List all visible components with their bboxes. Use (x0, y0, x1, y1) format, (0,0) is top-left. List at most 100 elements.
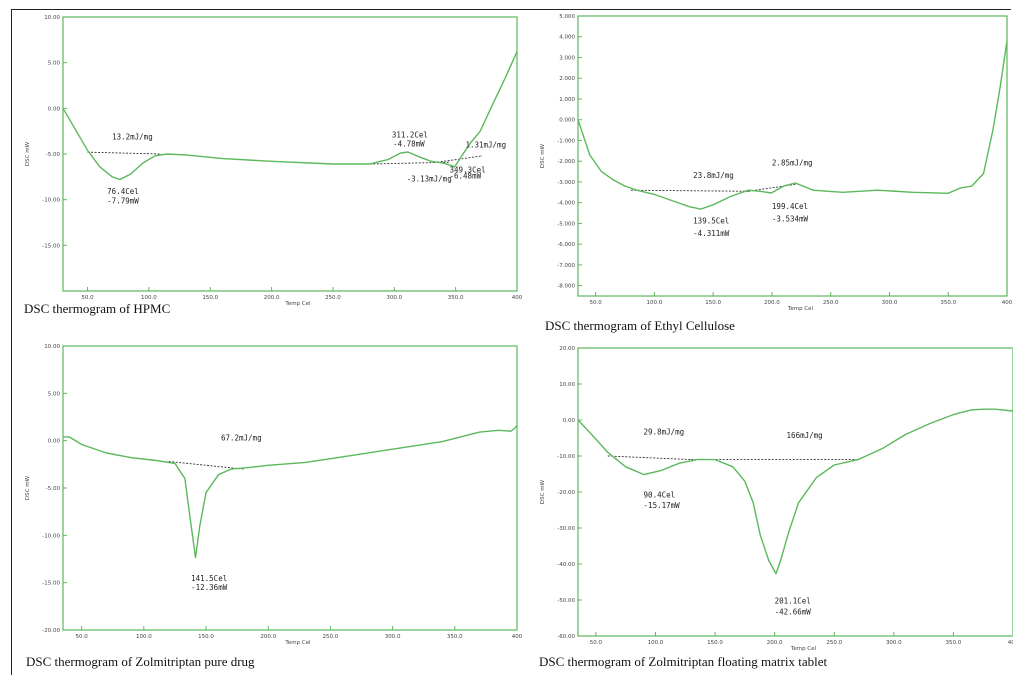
y-axis-label: DSC mW (540, 479, 546, 504)
chart-panel-3: 10.00 5.00 0.00 -5.00 -10.00 -15.00 -20.00 50.0… (25, 344, 523, 669)
x-tick-label: 200.0 (260, 634, 276, 640)
baseline-line (748, 183, 798, 192)
y-tick-label: -15.00 (42, 243, 60, 249)
peak-annotation: 29.8mJ/mg (644, 427, 685, 436)
peak-annotation: 349.3Cel (450, 165, 486, 174)
peak-annotation: -12.36mW (191, 583, 228, 592)
y-tick-label: -50.00 (557, 598, 575, 604)
y-tick-label: 0.00 (48, 106, 61, 112)
plot-area (577, 347, 1013, 637)
x-tick-label: 300.0 (386, 295, 402, 301)
x-tick-label: 200.0 (264, 295, 280, 301)
y-tick-label: 5.00 (48, 391, 61, 397)
peak-annotation: 23.8mJ/mg (693, 171, 734, 180)
x-axis-label: Temp Cel (284, 301, 311, 307)
x-tick-label: 50.0 (76, 634, 89, 640)
y-tick-label: 10.00 (559, 382, 575, 388)
plot-area (62, 16, 518, 292)
y-tick-label: -4.000 (557, 201, 575, 207)
peak-annotation: -15.17mW (644, 501, 681, 510)
peak-annotation: -3.534mW (772, 214, 809, 223)
peak-annotation: -7.79mW (107, 196, 139, 205)
peak-annotation: -4.78mW (393, 140, 425, 149)
baseline-line (87, 151, 162, 155)
x-tick-label: 300.0 (882, 300, 898, 306)
peak-annotation: 139.5Cel (693, 216, 729, 225)
series-line (577, 40, 1008, 210)
chart-caption: DSC thermogram of Zolmitriptan floating … (539, 654, 827, 669)
x-tick-label: 150.0 (707, 640, 723, 646)
plot-area (62, 345, 518, 631)
y-tick-label: -40.00 (557, 562, 575, 568)
y-tick-label: -10.00 (42, 198, 60, 204)
x-tick-label: 350.0 (447, 634, 463, 640)
y-tick-label: -5.000 (557, 221, 575, 227)
chart-caption: DSC thermogram of Ethyl Cellulose (545, 318, 735, 333)
series-line (63, 425, 518, 559)
peak-annotation: -4.311mW (693, 229, 730, 238)
x-tick-label: 300.0 (385, 634, 401, 640)
y-tick-label: 20.00 (559, 346, 575, 352)
y-tick-label: -20.00 (42, 628, 60, 634)
y-tick-label: 5.000 (559, 14, 575, 20)
x-tick-label: 400 (1002, 300, 1013, 306)
peak-annotation: 166mJ/mg (787, 431, 823, 440)
chart-caption: DSC thermogram of HPMC (24, 301, 170, 316)
x-tick-label: 100.0 (648, 640, 664, 646)
chart-panel-4: 20.00 10.00 0.00 -10.00 -20.00 -30.00 -40.00 -5… (539, 346, 1013, 669)
x-tick-label: 350.0 (946, 640, 962, 646)
y-tick-label: -30.00 (557, 526, 575, 532)
y-tick-label: -15.00 (42, 581, 60, 587)
y-tick-label: 5.00 (48, 61, 61, 67)
peak-annotation: 90.4Cel (644, 490, 676, 499)
y-tick-label: -10.00 (557, 454, 575, 460)
y-tick-label: 0.00 (563, 418, 576, 424)
x-tick-label: 150.0 (198, 634, 214, 640)
y-tick-label: -2.000 (557, 159, 575, 165)
peak-annotation: 1.31mJ/mg (465, 141, 506, 150)
chart-panel-1: 10.00 5.00 0.00 -5.00 -10.00 -15.00 50.0 100.0 1… (24, 15, 523, 316)
x-tick-label: 100.0 (647, 300, 663, 306)
y-tick-label: 1.000 (559, 97, 575, 103)
peak-annotation: 201.1Cel (775, 597, 811, 606)
peak-annotation: 199.4Cel (772, 202, 808, 211)
y-tick-label: 0.000 (559, 118, 575, 124)
baseline-line (369, 161, 450, 165)
peak-annotation: -3.13mJ/mg (407, 174, 452, 183)
plot-area (577, 15, 1008, 297)
x-tick-label: 250.0 (823, 300, 839, 306)
peak-annotation: 141.5Cel (191, 574, 227, 583)
y-tick-label: 3.000 (559, 55, 575, 61)
x-axis-label: Temp Cel (284, 640, 311, 646)
chart-panel-2: 5.000 4.000 3.000 2.000 1.000 0.000 -1.000 -2.0… (540, 14, 1013, 333)
y-tick-label: -6.000 (557, 242, 575, 248)
y-axis-label: DSC mW (25, 141, 31, 166)
x-tick-label: 400 (1008, 640, 1013, 646)
y-tick-label: 10.00 (44, 15, 60, 21)
y-tick-label: -7.000 (557, 263, 575, 269)
y-tick-label: 10.00 (44, 344, 60, 350)
x-tick-label: 50.0 (590, 640, 603, 646)
chart-caption: DSC thermogram of Zolmitriptan pure drug (26, 654, 255, 669)
peak-annotation: -6.48mW (450, 172, 482, 181)
x-tick-label: 150.0 (705, 300, 721, 306)
x-tick-label: 50.0 (590, 300, 603, 306)
x-tick-label: 100.0 (141, 295, 157, 301)
x-axis-label: Temp Cel (787, 306, 814, 312)
peak-annotation: 13.2mJ/mg (112, 132, 153, 141)
y-tick-label: -60.00 (557, 634, 575, 640)
x-tick-label: 200.0 (767, 640, 783, 646)
y-tick-label: 0.00 (48, 439, 61, 445)
x-tick-label: 350.0 (940, 300, 956, 306)
x-tick-label: 400 (512, 295, 523, 301)
x-tick-label: 350.0 (448, 295, 464, 301)
x-axis-label: Temp Cel (790, 646, 817, 652)
peak-annotation: 311.2Cel (392, 131, 428, 140)
y-tick-label: -10.00 (42, 533, 60, 539)
x-tick-label: 250.0 (325, 295, 341, 301)
x-tick-label: 200.0 (764, 300, 780, 306)
peak-annotation: 2.85mJ/mg (772, 158, 813, 167)
figure-frame (11, 9, 1011, 675)
y-axis-label: DSC mW (25, 475, 31, 500)
